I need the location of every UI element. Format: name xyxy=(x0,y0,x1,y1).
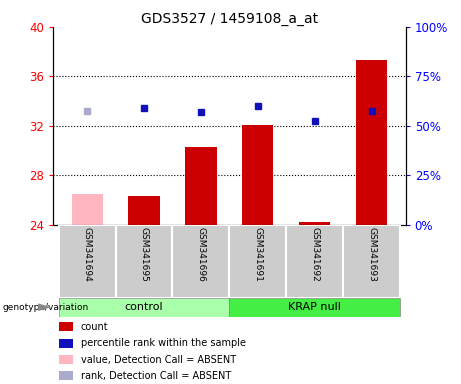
Bar xyxy=(230,225,286,298)
Title: GDS3527 / 1459108_a_at: GDS3527 / 1459108_a_at xyxy=(141,12,318,26)
Bar xyxy=(343,225,400,298)
Polygon shape xyxy=(38,303,51,311)
Text: count: count xyxy=(81,322,108,332)
Text: GSM341693: GSM341693 xyxy=(367,227,376,282)
Bar xyxy=(59,371,73,380)
Bar xyxy=(242,124,273,225)
Text: GSM341692: GSM341692 xyxy=(310,227,319,281)
Bar xyxy=(116,225,172,298)
Bar xyxy=(59,355,73,364)
Text: GSM341696: GSM341696 xyxy=(196,227,206,282)
Text: GSM341691: GSM341691 xyxy=(253,227,262,282)
Bar xyxy=(71,194,103,225)
Text: rank, Detection Call = ABSENT: rank, Detection Call = ABSENT xyxy=(81,371,231,381)
Bar xyxy=(356,60,387,225)
Text: GSM341694: GSM341694 xyxy=(83,227,92,281)
Bar xyxy=(185,147,217,225)
Text: KRAP null: KRAP null xyxy=(288,302,341,312)
Bar xyxy=(59,298,230,317)
Bar xyxy=(59,323,73,331)
Text: value, Detection Call = ABSENT: value, Detection Call = ABSENT xyxy=(81,354,236,364)
Bar xyxy=(230,298,400,317)
Bar xyxy=(286,225,343,298)
Bar xyxy=(299,222,331,225)
Text: genotype/variation: genotype/variation xyxy=(3,303,89,312)
Text: percentile rank within the sample: percentile rank within the sample xyxy=(81,338,246,348)
Bar xyxy=(172,225,230,298)
Bar xyxy=(59,225,116,298)
Text: control: control xyxy=(125,302,163,312)
Bar xyxy=(128,196,160,225)
Bar xyxy=(59,339,73,348)
Text: GSM341695: GSM341695 xyxy=(140,227,148,282)
